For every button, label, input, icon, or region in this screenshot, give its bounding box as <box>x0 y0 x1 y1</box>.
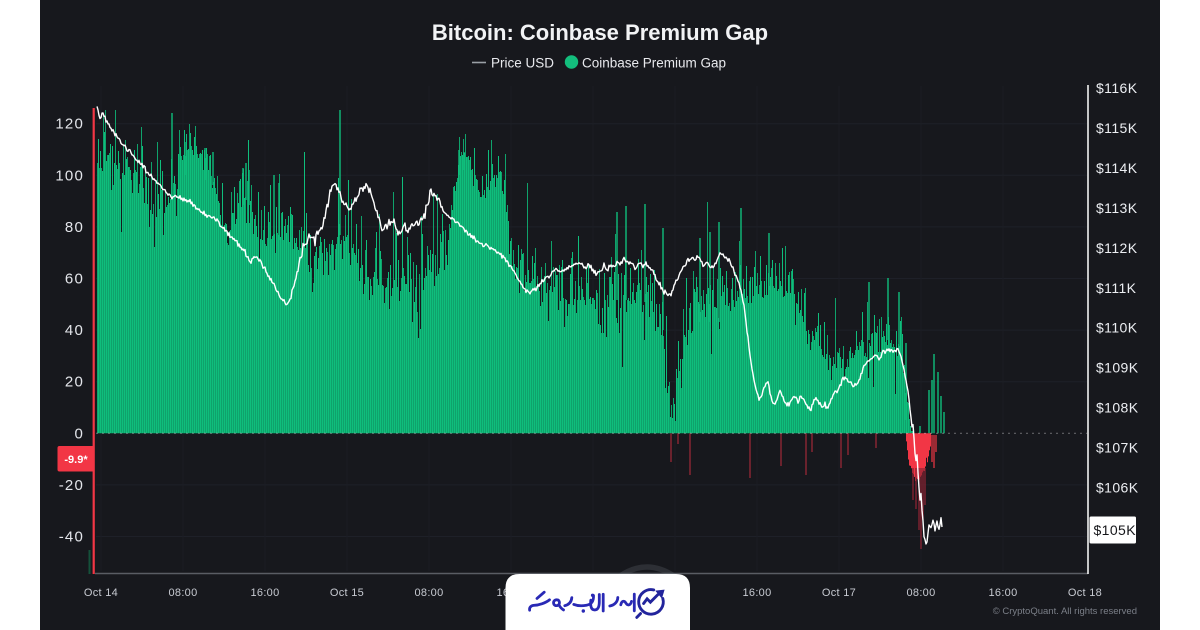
svg-text:08:00: 08:00 <box>414 587 443 599</box>
svg-text:16:00: 16:00 <box>742 587 771 599</box>
svg-text:$111K: $111K <box>1096 280 1137 296</box>
svg-text:Bitcoin: Coinbase Premium Gap: Bitcoin: Coinbase Premium Gap <box>432 20 768 45</box>
svg-text:16:00: 16:00 <box>250 587 279 599</box>
svg-text:80: 80 <box>65 219 84 236</box>
svg-text:100: 100 <box>55 167 84 184</box>
svg-text:Oct 18: Oct 18 <box>1068 587 1102 599</box>
svg-text:© CryptoQuant. All rights rese: © CryptoQuant. All rights reserved <box>993 606 1137 617</box>
svg-text:-40: -40 <box>59 529 84 546</box>
svg-text:$110K: $110K <box>1096 320 1138 336</box>
svg-text:$112K: $112K <box>1096 240 1138 256</box>
svg-text:$105K: $105K <box>1094 522 1137 538</box>
svg-text:0: 0 <box>74 425 84 442</box>
svg-text:20: 20 <box>65 374 84 391</box>
svg-text:$116K: $116K <box>1096 80 1138 96</box>
svg-text:Price USD: Price USD <box>491 56 554 71</box>
svg-text:Oct 15: Oct 15 <box>330 587 364 599</box>
svg-text:$115K: $115K <box>1096 120 1138 136</box>
svg-text:08:00: 08:00 <box>906 587 935 599</box>
svg-text:Oct 17: Oct 17 <box>822 587 856 599</box>
svg-text:$108K: $108K <box>1096 400 1139 416</box>
svg-text:Coinbase Premium Gap: Coinbase Premium Gap <box>582 56 726 71</box>
svg-text:-9.9*: -9.9* <box>64 454 88 466</box>
svg-text:16:00: 16:00 <box>988 587 1017 599</box>
svg-text:120: 120 <box>55 116 84 133</box>
svg-text:$106K: $106K <box>1096 480 1139 496</box>
svg-text:40: 40 <box>65 322 84 339</box>
svg-text:$107K: $107K <box>1096 440 1139 456</box>
svg-text:-20: -20 <box>59 477 84 494</box>
svg-text:08:00: 08:00 <box>168 587 197 599</box>
svg-text:$109K: $109K <box>1096 360 1139 376</box>
svg-text:$114K: $114K <box>1096 160 1138 176</box>
svg-text:$113K: $113K <box>1096 200 1138 216</box>
svg-text:Oct 14: Oct 14 <box>84 587 118 599</box>
svg-text:60: 60 <box>65 271 84 288</box>
